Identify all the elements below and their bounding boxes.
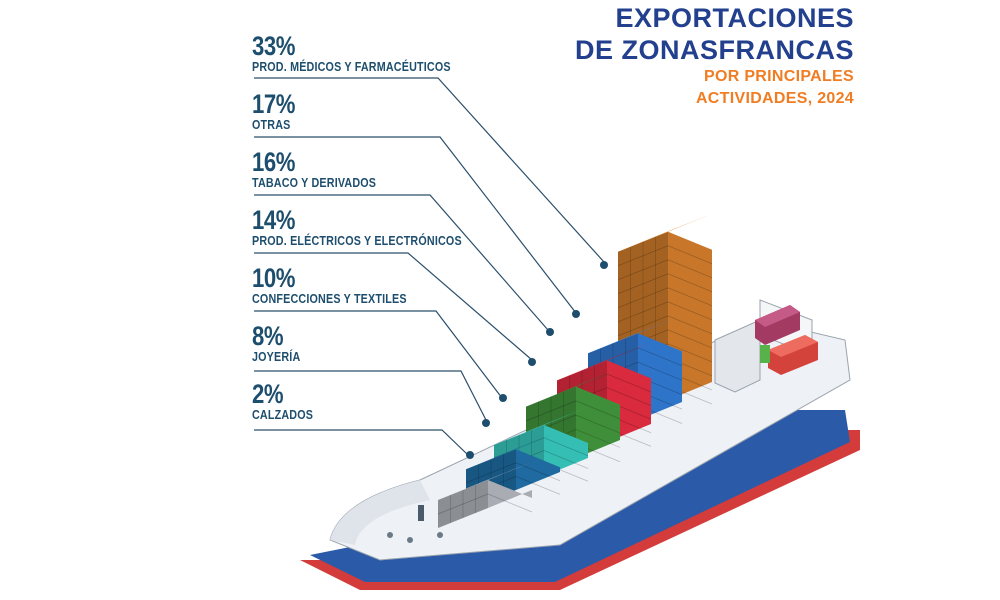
deck-container-red — [768, 335, 818, 375]
container-row-line — [515, 462, 561, 482]
legend-item-confecciones: 10% CONFECCIONES Y TEXTILES — [252, 264, 592, 306]
container-row-line — [667, 245, 713, 265]
leader-line-otras — [254, 136, 577, 314]
stack-front-face — [438, 480, 488, 528]
container-stacks — [437, 213, 713, 528]
subtitle-line-1: POR PRINCIPALES — [704, 68, 854, 85]
stack-top-face — [557, 342, 651, 381]
value-label: 16% — [252, 147, 296, 177]
container-row-line — [617, 273, 669, 295]
chart-title: EXPORTACIONES DE ZONASFRANCAS POR PRINCI… — [575, 2, 854, 110]
value-label: 2% — [252, 379, 284, 409]
container-row-line — [575, 429, 621, 448]
stack-side-face — [516, 449, 560, 490]
container-row-line — [667, 329, 713, 349]
legend-item-joyeria: 8% JOYERÍA — [252, 322, 592, 364]
container-row-line — [667, 259, 713, 279]
stack-top-face — [588, 315, 682, 354]
leader-dot-electricos — [528, 358, 536, 366]
legend: 33% PROD. MÉDICOS Y FARMACÉUTICOS 17% OT… — [252, 0, 612, 600]
stack-top-face — [466, 431, 560, 470]
leader-dot-confecciones — [499, 394, 507, 402]
container-stack-7 — [437, 462, 533, 528]
container-row-line — [667, 315, 713, 335]
subtitle-line-2: ACTIVIDADES, 2024 — [695, 90, 854, 107]
container-row-line — [606, 373, 652, 393]
container-row-line — [617, 301, 669, 323]
container-row-line — [575, 400, 621, 420]
container-row-line — [437, 493, 489, 515]
category-label: OTRAS — [252, 118, 291, 132]
value-label: 33% — [252, 31, 296, 61]
leader-dots — [466, 261, 608, 459]
leader-dot-medicos — [600, 261, 608, 269]
container-row-line — [617, 259, 669, 281]
container-row-line — [637, 347, 683, 367]
container-row-line — [617, 245, 669, 267]
leader-line-calzados — [254, 429, 469, 456]
stack-top-face — [494, 407, 588, 445]
leader-line-tabaco — [254, 194, 549, 331]
container-row-line — [525, 400, 577, 422]
leader-dot-tabaco — [546, 328, 554, 336]
stack-side-face — [488, 480, 532, 508]
category-label: CONFECCIONES Y TEXTILES — [252, 292, 407, 306]
legend-item-medicos: 33% PROD. MÉDICOS Y FARMACÉUTICOS — [252, 32, 592, 74]
stack-top-face — [438, 462, 532, 500]
value-label: 10% — [252, 263, 296, 293]
legend-item-otras: 17% OTRAS — [252, 90, 592, 132]
category-label: PROD. MÉDICOS Y FARMACÉUTICOS — [252, 60, 451, 74]
container-row-line — [543, 437, 589, 457]
container-row-line — [637, 361, 683, 381]
stack-side-face — [576, 386, 620, 458]
title-line-1: EXPORTACIONES — [615, 3, 854, 33]
legend-item-tabaco: 16% TABACO Y DERIVADOS — [252, 148, 592, 190]
container-row-line — [617, 315, 669, 337]
category-label: JOYERÍA — [252, 350, 301, 364]
container-row-line — [667, 287, 713, 307]
container-row-line — [465, 462, 517, 484]
category-label: PROD. ELÉCTRICOS Y ELECTRÓNICOS — [252, 234, 462, 248]
legend-item-calzados: 2% CALZADOS — [252, 380, 592, 422]
value-label: 8% — [252, 321, 284, 351]
leader-dot-otras — [572, 310, 580, 318]
leader-dot-joyeria — [482, 419, 490, 427]
leader-lines — [254, 77, 605, 456]
value-label: 17% — [252, 89, 296, 119]
value-label: 14% — [252, 205, 296, 235]
container-row-line — [575, 414, 621, 434]
deck-container-pink — [755, 305, 800, 345]
container-row-line — [667, 273, 713, 293]
stack-side-face — [544, 425, 588, 476]
stack-top-face — [618, 213, 712, 252]
category-label: TABACO Y DERIVADOS — [252, 176, 377, 190]
stack-top-face — [526, 368, 620, 407]
container-row-line — [515, 476, 561, 495]
container-row-line — [667, 301, 713, 321]
category-label: CALZADOS — [252, 408, 314, 422]
legend-item-electricos: 14% PROD. ELÉCTRICOS Y ELECTRÓNICOS — [252, 206, 592, 248]
container-row-line — [543, 450, 589, 469]
container-row-line — [606, 387, 652, 406]
container-row-line — [617, 287, 669, 309]
leader-line-joyeria — [254, 370, 487, 421]
deck-container-green — [760, 345, 770, 363]
container-row-line — [667, 343, 713, 363]
leader-line-electricos — [254, 252, 533, 361]
leader-line-medicos — [254, 77, 605, 263]
leader-dot-calzados — [466, 451, 474, 459]
leader-line-confecciones — [254, 310, 503, 399]
container-row-line — [487, 493, 533, 513]
title-line-2: DE ZONASFRANCAS — [574, 35, 854, 65]
